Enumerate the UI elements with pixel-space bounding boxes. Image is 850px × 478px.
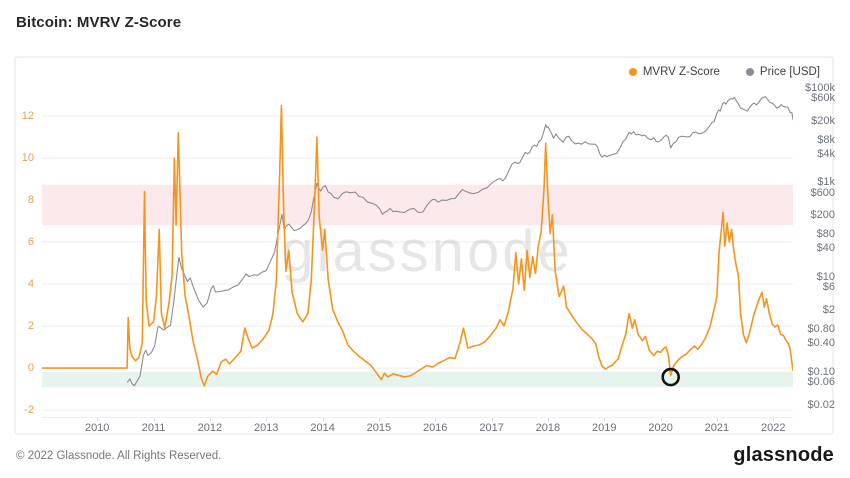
x-tickmark-2013 [266, 418, 268, 421]
x-tickmark-2010 [97, 418, 99, 421]
y-right-tick-1k: $1k [817, 176, 835, 189]
copyright-text: © 2022 Glassnode. All Rights Reserved. [16, 450, 222, 462]
x-tickmark-2021 [716, 418, 718, 421]
legend-label-mvrv: MVRV Z-Score [642, 66, 720, 78]
y-left-tick-8: 8 [27, 194, 34, 206]
y-right-tick-40: $40 [816, 242, 835, 255]
y-left-tick-10: 10 [21, 152, 34, 164]
y-right-tick-4k: $4k [817, 147, 835, 160]
y-axis-right-price: $100k $60k $20k $8k $4k $1k $600 $200 $80 $40 $10 $… [797, 82, 835, 417]
x-tickmark-2014 [322, 418, 324, 421]
y-axis-left-mvrv: -2 0 2 4 6 8 10 12 [16, 87, 36, 417]
legend-item-price[interactable]: Price [USD] [745, 66, 820, 78]
x-tick-2011: 2011 [141, 422, 166, 434]
glassnode-logo[interactable]: glassnode [733, 444, 834, 466]
price-line [127, 96, 793, 387]
page-title: Bitcoin: MVRV Z-Score [16, 14, 182, 31]
x-tickmark-2017 [491, 418, 493, 421]
legend-label-price: Price [USD] [759, 66, 820, 78]
x-tick-2022: 2022 [761, 422, 786, 434]
x-tick-2020: 2020 [648, 422, 673, 434]
y-right-tick-10: $10 [816, 270, 835, 283]
y-right-tick-0.06: $0.06 [807, 376, 835, 388]
x-tick-2018: 2018 [535, 422, 561, 434]
x-tickmark-2022 [773, 418, 775, 421]
footer: © 2022 Glassnode. All Rights Reserved. g… [0, 437, 850, 478]
y-right-tick-20k: $20k [811, 114, 835, 127]
x-tickmark-2019 [604, 418, 606, 421]
y-left-tick--2: -2 [24, 404, 34, 417]
band-overvaluation-zone [42, 184, 793, 226]
x-tickmark-2016 [435, 418, 437, 421]
x-tick-2016: 2016 [422, 422, 448, 434]
x-tick-2021: 2021 [704, 422, 730, 434]
band-undervaluation-zone [42, 371, 793, 388]
x-tick-2012: 2012 [197, 422, 223, 434]
y-right-tick-60k: $60k [811, 92, 835, 105]
y-right-tick-0.80: $0.80 [807, 322, 835, 335]
y-right-tick-0.40: $0.40 [807, 337, 835, 349]
y-right-tick-6: $6 [822, 281, 835, 294]
y-right-tick-100k: $100k [805, 81, 835, 94]
legend-dot-price-icon [745, 68, 754, 76]
x-tick-2010: 2010 [84, 422, 110, 434]
x-tickmark-2011 [153, 418, 155, 421]
y-right-tick-2: $2 [822, 303, 835, 316]
y-right-tick-8k: $8k [817, 133, 835, 146]
x-tick-2019: 2019 [592, 422, 617, 434]
x-tick-2017: 2017 [479, 422, 504, 434]
y-left-tick-6: 6 [27, 236, 34, 248]
chart-legend: MVRV Z-Score Price [USD] [628, 66, 820, 78]
x-tick-2014: 2014 [310, 422, 335, 434]
y-left-tick-12: 12 [21, 110, 34, 122]
watermark: glassnode [281, 219, 572, 284]
y-right-tick-200: $200 [810, 209, 835, 222]
mvrv-line [42, 104, 793, 387]
y-right-tick-0.10: $0.10 [807, 365, 835, 378]
x-tickmark-2015 [378, 418, 380, 421]
x-tick-2015: 2015 [366, 422, 392, 434]
legend-dot-mvrv-icon [628, 68, 637, 76]
y-left-tick-0: 0 [27, 362, 34, 375]
x-tickmark-2018 [547, 418, 549, 421]
y-right-tick-80: $80 [816, 228, 835, 241]
y-right-tick-600: $600 [810, 186, 835, 199]
click-annotation-circle[interactable] [661, 367, 681, 387]
x-tickmark-2012 [209, 418, 211, 421]
y-right-tick-0.02: $0.02 [807, 398, 835, 411]
x-axis-years: 2010 2011 2012 2013 2014 2015 2016 2017 2018 2019… [42, 417, 793, 436]
x-tick-2013: 2013 [253, 422, 279, 434]
legend-item-mvrv[interactable]: MVRV Z-Score [628, 66, 720, 78]
x-tickmark-2020 [660, 418, 662, 421]
y-left-tick-2: 2 [27, 320, 34, 332]
chart-plot-area[interactable]: glassnode [42, 87, 793, 417]
chart-panel: MVRV Z-Score Price [USD] glassnode -2 0 2 4… [14, 56, 835, 436]
y-left-tick-4: 4 [27, 278, 34, 290]
